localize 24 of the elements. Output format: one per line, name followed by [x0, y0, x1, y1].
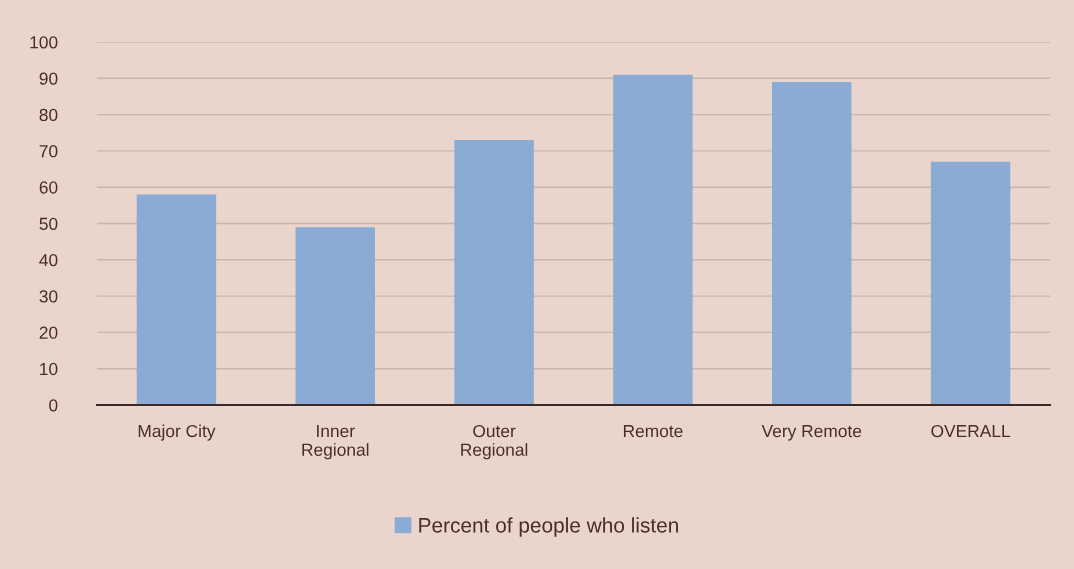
- bar: [295, 227, 375, 405]
- y-tick-label: 90: [39, 72, 58, 85]
- y-tick-label: 40: [39, 253, 58, 267]
- bar: [136, 194, 217, 405]
- x-tick-label: Inner Regional: [302, 425, 369, 460]
- y-tick-label: 50: [39, 217, 58, 230]
- y-tick-label: 80: [39, 108, 58, 122]
- y-tick-label: 30: [39, 290, 58, 303]
- x-tick-label: Outer Regional: [461, 424, 528, 460]
- bar: [930, 161, 1011, 405]
- y-tick-label: 20: [39, 326, 58, 339]
- bar: [613, 74, 693, 405]
- y-tick-label: 70: [39, 145, 58, 158]
- y-tick-label: 0: [49, 399, 58, 412]
- y-tick-label: 100: [30, 36, 58, 49]
- legend-label: Percent of people who listen: [419, 517, 678, 537]
- y-tick-label: 60: [39, 181, 58, 194]
- x-tick-label: Major City: [138, 424, 216, 441]
- y-tick-label: 10: [40, 362, 58, 376]
- bar: [454, 140, 534, 405]
- x-tick-label: Remote: [623, 425, 683, 438]
- x-tick-label: OVERALL: [931, 424, 1011, 438]
- x-tick-label: Very Remote: [761, 425, 862, 441]
- bar: [772, 81, 852, 405]
